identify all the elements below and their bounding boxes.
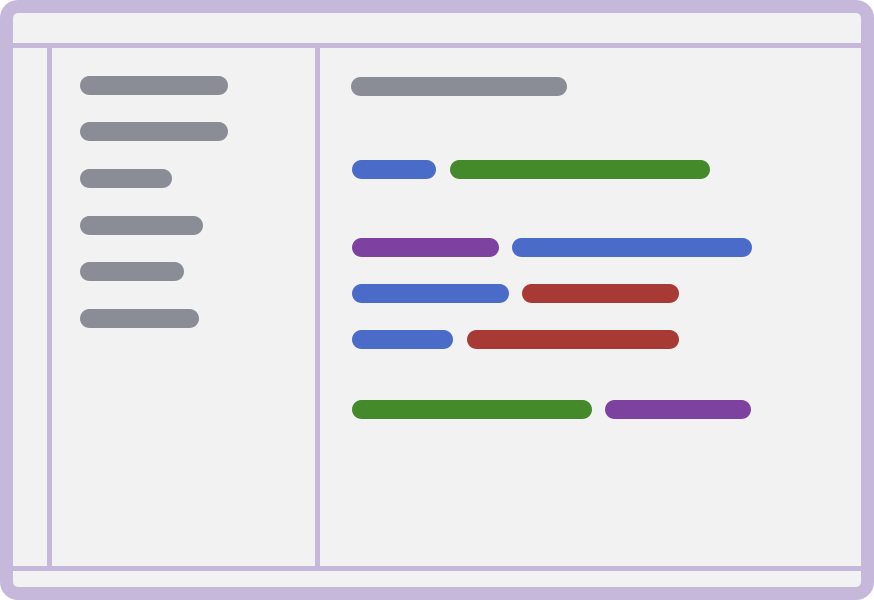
code-token-blue (352, 330, 453, 349)
code-token-blue (352, 160, 436, 179)
status-bar-divider (13, 566, 861, 571)
code-token-red (522, 284, 679, 303)
code-token-green (450, 160, 710, 179)
code-token-blue (352, 284, 509, 303)
sidebar-item[interactable] (80, 76, 228, 95)
code-token-purple (352, 238, 499, 257)
code-token-red (467, 330, 679, 349)
sidebar-item[interactable] (80, 122, 228, 141)
sidebar-item[interactable] (80, 169, 172, 188)
sidebar-item[interactable] (80, 262, 184, 281)
status-bar (13, 571, 861, 587)
title-bar (13, 13, 861, 43)
code-heading-line (351, 77, 567, 96)
sidebar-item[interactable] (80, 216, 203, 235)
title-bar-divider (13, 43, 861, 48)
code-token-green (352, 400, 592, 419)
code-token-blue (512, 238, 752, 257)
sidebar-divider (315, 48, 320, 566)
sidebar-item[interactable] (80, 309, 199, 328)
code-token-purple (605, 400, 751, 419)
gutter-divider (47, 48, 52, 566)
line-gutter (13, 48, 47, 566)
